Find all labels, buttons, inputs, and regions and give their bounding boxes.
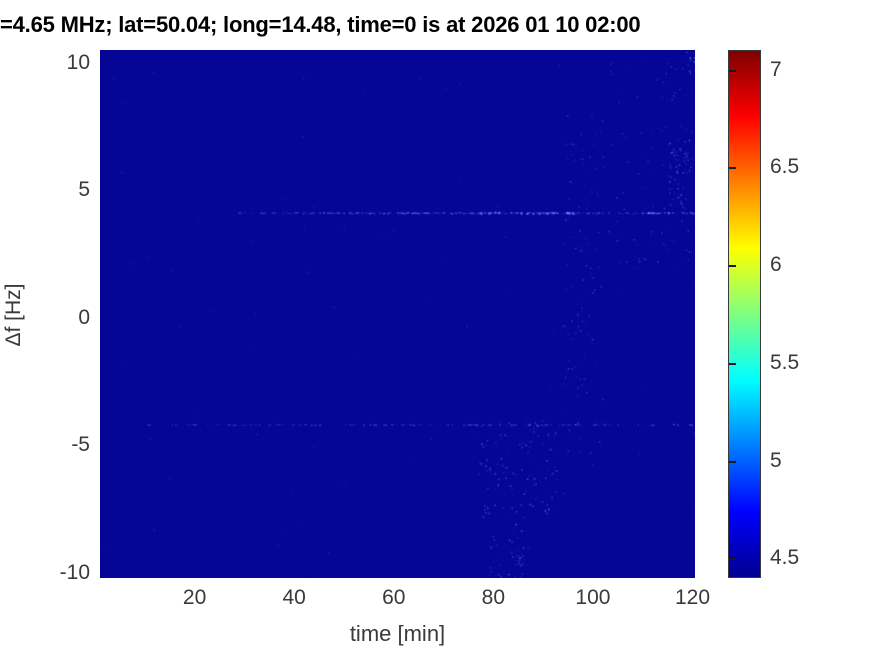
y-tick-label: 0 bbox=[78, 305, 90, 329]
colorbar bbox=[728, 50, 761, 578]
x-tick-label: 60 bbox=[382, 586, 406, 609]
heatmap-image bbox=[100, 50, 695, 578]
colorbar-tick-mark bbox=[729, 460, 736, 463]
colorbar-tick-mark bbox=[729, 69, 736, 72]
y-tick-label: -5 bbox=[71, 433, 90, 457]
colorbar-tick-mark bbox=[729, 558, 736, 561]
colorbar-tick-label: 5 bbox=[770, 448, 782, 472]
colorbar-tick-label: 7 bbox=[770, 57, 782, 81]
colorbar-tick-label: 4.5 bbox=[770, 546, 800, 570]
chart-title: =4.65 MHz; lat=50.04; long=14.48, time=0… bbox=[0, 12, 641, 37]
y-tick-label: -10 bbox=[59, 560, 90, 584]
x-tick-label: 120 bbox=[674, 586, 711, 609]
colorbar-tick-mark bbox=[729, 362, 736, 365]
colorbar-tick-mark bbox=[729, 167, 736, 170]
x-tick-label: 40 bbox=[282, 586, 306, 609]
x-tick-label: 80 bbox=[481, 586, 506, 609]
colorbar-tick-label: 5.5 bbox=[770, 350, 800, 374]
colorbar-tick-label: 6 bbox=[770, 253, 782, 277]
x-tick-label: 20 bbox=[182, 586, 207, 609]
colorbar-tick-mark bbox=[729, 265, 736, 268]
x-axis-label: time [min] bbox=[349, 621, 446, 646]
x-tick-label: 100 bbox=[575, 586, 611, 609]
colorbar-tick-label: 6.5 bbox=[770, 155, 800, 179]
y-tick-label: 5 bbox=[78, 178, 90, 202]
y-tick-label: 10 bbox=[66, 50, 90, 74]
